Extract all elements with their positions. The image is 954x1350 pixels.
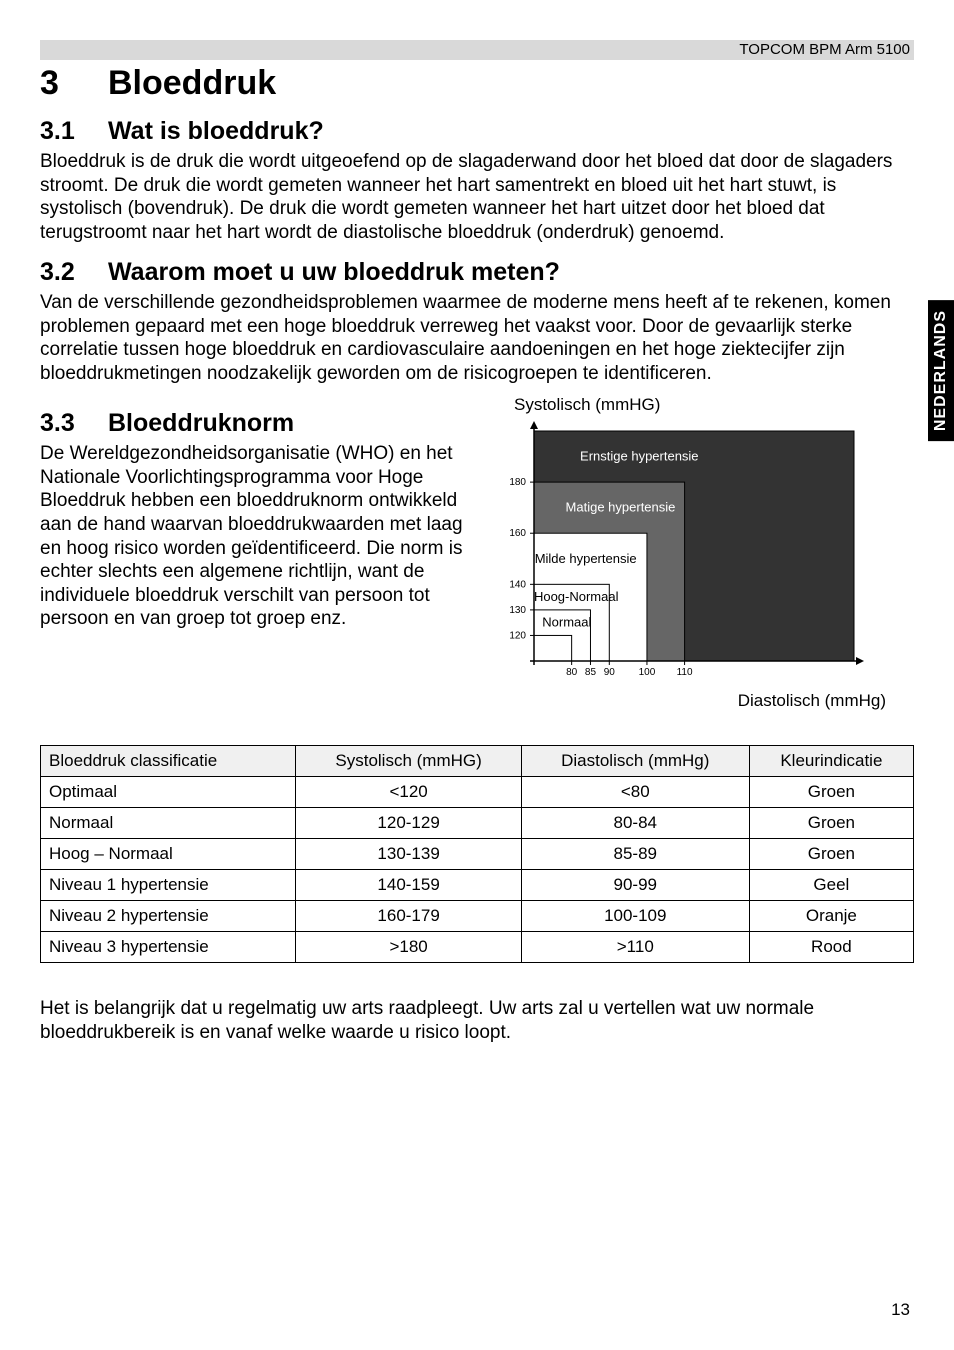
bp-classification-table: Bloeddruk classificatieSystolisch (mmHG)… — [40, 745, 914, 963]
table-cell: Niveau 1 hypertensie — [41, 870, 296, 901]
table-cell: Groen — [749, 777, 913, 808]
table-cell: 140-159 — [296, 870, 521, 901]
table-cell: Niveau 2 hypertensie — [41, 901, 296, 932]
section-3-3-text: De Wereldgezondheidsorganisatie (WHO) en… — [40, 442, 466, 630]
subsection-title: Wat is bloeddruk? — [108, 117, 324, 145]
page-number: 13 — [891, 1300, 910, 1320]
svg-text:Milde hypertensie: Milde hypertensie — [535, 551, 637, 566]
svg-text:Normaal: Normaal — [542, 615, 591, 630]
table-row: Niveau 3 hypertensie>180>110Rood — [41, 932, 914, 963]
table-cell: Geel — [749, 870, 913, 901]
svg-text:140: 140 — [509, 580, 526, 591]
subsection-number: 3.1 — [40, 117, 108, 146]
table-cell: <80 — [521, 777, 749, 808]
chart-svg: Ernstige hypertensie Matige hypertensie Mi… — [484, 419, 864, 689]
table-header-cell: Diastolisch (mmHg) — [521, 746, 749, 777]
svg-text:Matige hypertensie: Matige hypertensie — [566, 500, 676, 515]
section-3-heading: 3Bloeddruk — [40, 64, 914, 103]
table-cell: 160-179 — [296, 901, 521, 932]
section-title: Bloeddruk — [108, 64, 276, 102]
svg-text:130: 130 — [509, 605, 526, 616]
table-cell: Oranje — [749, 901, 913, 932]
table-cell: 90-99 — [521, 870, 749, 901]
bp-chart: Systolisch (mmHG) Ernstige hypertensie Ma… — [484, 395, 914, 711]
table-header-row: Bloeddruk classificatieSystolisch (mmHG)… — [41, 746, 914, 777]
svg-text:85: 85 — [585, 667, 597, 678]
table-cell: Hoog – Normaal — [41, 839, 296, 870]
language-tab: NEDERLANDS — [928, 300, 954, 441]
chart-y-axis-title: Systolisch (mmHG) — [514, 395, 914, 415]
svg-text:Ernstige hypertensie: Ernstige hypertensie — [580, 449, 699, 464]
svg-text:120: 120 — [509, 631, 526, 642]
svg-text:90: 90 — [604, 667, 616, 678]
table-cell: Groen — [749, 808, 913, 839]
table-cell: 130-139 — [296, 839, 521, 870]
section-3-2-heading: 3.2Waarom moet u uw bloeddruk meten? — [40, 258, 914, 287]
table-row: Niveau 1 hypertensie140-15990-99Geel — [41, 870, 914, 901]
table-body: Optimaal<120<80GroenNormaal120-12980-84G… — [41, 777, 914, 963]
section-3-3-heading: 3.3Bloeddruknorm — [40, 409, 466, 438]
chart-x-axis-title: Diastolisch (mmHg) — [484, 691, 886, 711]
table-cell: Optimaal — [41, 777, 296, 808]
subsection-title: Bloeddruknorm — [108, 409, 294, 437]
table-cell: 100-109 — [521, 901, 749, 932]
table-row: Niveau 2 hypertensie160-179100-109Oranje — [41, 901, 914, 932]
section-3-1-text: Bloeddruk is de druk die wordt uitgeoefe… — [40, 150, 914, 244]
table-cell: Groen — [749, 839, 913, 870]
table-cell: 80-84 — [521, 808, 749, 839]
svg-text:180: 180 — [509, 477, 526, 488]
table-cell: 85-89 — [521, 839, 749, 870]
table-row: Hoog – Normaal130-13985-89Groen — [41, 839, 914, 870]
svg-text:160: 160 — [509, 529, 526, 540]
table-cell: >180 — [296, 932, 521, 963]
subsection-number: 3.3 — [40, 409, 108, 438]
table-row: Optimaal<120<80Groen — [41, 777, 914, 808]
table-row: Normaal120-12980-84Groen — [41, 808, 914, 839]
doc-title: TOPCOM BPM Arm 5100 — [739, 41, 910, 58]
table-cell: >110 — [521, 932, 749, 963]
table-cell: Niveau 3 hypertensie — [41, 932, 296, 963]
table-cell: <120 — [296, 777, 521, 808]
svg-text:110: 110 — [677, 667, 693, 678]
table-cell: 120-129 — [296, 808, 521, 839]
header-bar: TOPCOM BPM Arm 5100 — [40, 40, 914, 60]
table-header-cell: Systolisch (mmHG) — [296, 746, 521, 777]
section-3-1-heading: 3.1Wat is bloeddruk? — [40, 117, 914, 146]
section-number: 3 — [40, 64, 108, 103]
table-header-cell: Bloeddruk classificatie — [41, 746, 296, 777]
svg-text:80: 80 — [566, 667, 578, 678]
svg-text:100: 100 — [639, 667, 656, 678]
subsection-title: Waarom moet u uw bloeddruk meten? — [108, 258, 560, 286]
table-cell: Rood — [749, 932, 913, 963]
section-3-2-text: Van de verschillende gezondheidsprobleme… — [40, 291, 914, 385]
table-header-cell: Kleurindicatie — [749, 746, 913, 777]
closing-text: Het is belangrijk dat u regelmatig uw ar… — [40, 997, 914, 1044]
svg-text:Hoog-Normaal: Hoog-Normaal — [534, 589, 619, 604]
table-cell: Normaal — [41, 808, 296, 839]
subsection-number: 3.2 — [40, 258, 108, 287]
